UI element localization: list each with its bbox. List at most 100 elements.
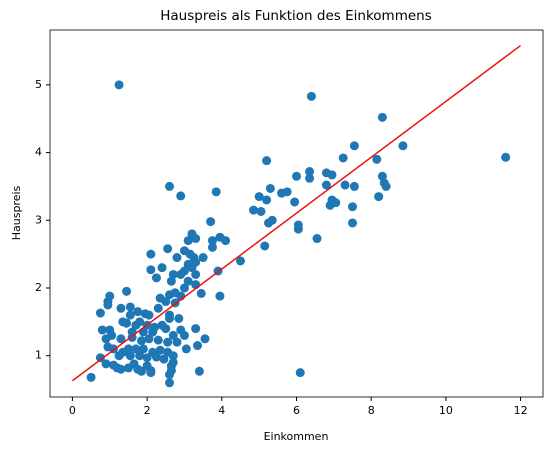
scatter-point <box>377 112 387 122</box>
x-tick-label: 6 <box>293 404 300 417</box>
scatter-point <box>215 291 225 301</box>
scatter-point <box>123 363 133 373</box>
chart-title: Hauspreis als Funktion des Einkommens <box>160 8 432 24</box>
x-tick-label: 12 <box>514 404 528 417</box>
scatter-point <box>372 154 382 164</box>
scatter-point <box>183 276 193 286</box>
scatter-point <box>144 310 154 320</box>
scatter-point <box>161 324 171 334</box>
scatter-point <box>179 283 189 293</box>
scatter-point <box>168 269 178 279</box>
scatter-point <box>200 334 210 344</box>
scatter-point <box>191 324 201 334</box>
y-tick-label: 5 <box>35 78 42 91</box>
scatter-point <box>95 308 105 318</box>
scatter-point <box>151 273 161 283</box>
scatter-point <box>101 334 111 344</box>
scatter-point <box>348 218 358 228</box>
scatter-point <box>155 293 165 303</box>
scatter-point <box>148 327 158 337</box>
x-axis-label: Einkommen <box>264 430 329 443</box>
scatter-point <box>348 202 358 212</box>
scatter-point <box>153 335 163 345</box>
scatter-point <box>254 192 264 202</box>
scatter-point <box>292 171 301 181</box>
scatter-point <box>262 195 272 205</box>
scatter-point <box>312 234 322 244</box>
scatter-point <box>168 351 178 361</box>
scatter-point <box>86 372 96 382</box>
scatter-point <box>321 180 331 190</box>
scatter-point <box>165 378 175 388</box>
scatter-point <box>398 141 408 151</box>
scatter-point <box>211 187 221 197</box>
scatter-point <box>293 224 303 234</box>
scatter-point <box>168 357 178 367</box>
scatter-point <box>306 91 316 101</box>
scatter-point <box>181 344 191 354</box>
scatter-point <box>305 173 315 183</box>
scatter-point <box>374 192 384 202</box>
scatter-point <box>325 200 335 210</box>
y-tick-label: 4 <box>35 146 42 159</box>
scatter-point <box>174 313 184 323</box>
scatter-point <box>172 337 182 347</box>
scatter-point <box>122 318 132 328</box>
y-tick-label: 2 <box>35 281 42 294</box>
scatter-point <box>165 181 175 191</box>
scatter-point <box>260 241 270 251</box>
scatter-point <box>295 368 305 378</box>
scatter-point <box>125 351 135 361</box>
scatter-point <box>207 236 217 246</box>
scatter-point <box>146 368 156 378</box>
scatter-point <box>163 337 173 347</box>
scatter-point <box>131 320 141 330</box>
scatter-point <box>142 353 152 363</box>
scatter-point <box>131 344 141 354</box>
scatter-point <box>133 307 143 317</box>
scatter-point <box>153 303 163 313</box>
scatter-point <box>206 217 216 227</box>
scatter-point <box>165 290 175 300</box>
y-tick-label: 1 <box>35 349 42 362</box>
x-tick-label: 10 <box>439 404 453 417</box>
scatter-point <box>144 334 154 344</box>
scatter-point <box>191 269 201 279</box>
x-tick-label: 0 <box>69 404 76 417</box>
scatter-point <box>125 302 135 312</box>
scatter-point <box>263 218 273 228</box>
y-tick-label: 3 <box>35 213 42 226</box>
scatter-point <box>157 263 167 273</box>
scatter-point <box>103 300 113 310</box>
scatter-point <box>123 344 133 354</box>
scatter-point <box>282 187 292 197</box>
scatter-point <box>207 242 217 252</box>
scatter-point <box>168 330 178 340</box>
scatter-point <box>262 156 272 166</box>
scatter-point <box>265 183 275 193</box>
scatter-point <box>194 366 204 376</box>
scatter-point <box>256 206 266 216</box>
scatter-point <box>176 269 186 279</box>
scatter-point <box>198 253 208 263</box>
scatter-point <box>114 80 124 90</box>
scatter-point <box>166 366 176 376</box>
scatter-point <box>221 236 231 246</box>
scatter-point <box>101 359 111 369</box>
y-axis-label: Hauspreis <box>10 185 23 240</box>
x-tick-label: 4 <box>218 404 225 417</box>
scatter-point <box>95 353 105 363</box>
scatter-point <box>165 313 175 323</box>
scatter-point <box>381 181 391 191</box>
fit-line <box>71 44 522 382</box>
scatter-point <box>116 303 126 313</box>
scatter-point <box>151 352 161 362</box>
scatter-point <box>176 191 186 201</box>
scatter-point <box>146 249 156 259</box>
scatter-point <box>159 354 169 364</box>
scatter-point <box>172 253 182 263</box>
plot-frame <box>49 29 544 398</box>
scatter-point <box>196 288 206 298</box>
scatter-point <box>137 336 147 346</box>
